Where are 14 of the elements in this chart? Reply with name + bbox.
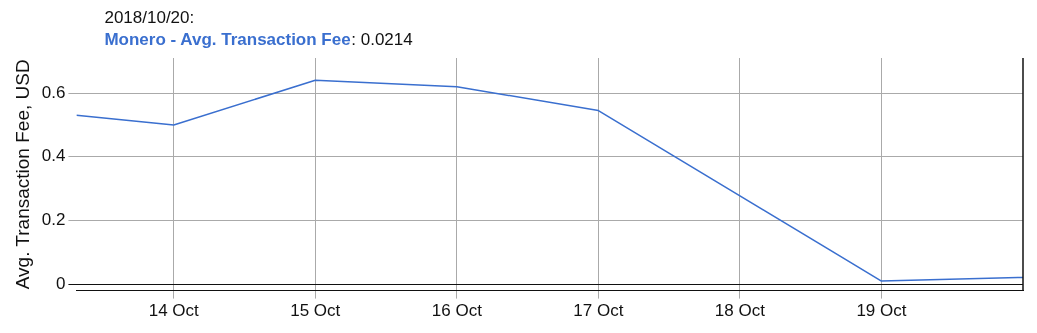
y-tick-label: 0.6 [41, 82, 66, 102]
y-axis-title: Avg. Transaction Fee, USD [11, 59, 33, 290]
x-tick-label: 19 Oct [856, 301, 907, 321]
x-tick-label: 15 Oct [290, 301, 341, 321]
x-tick-label: 18 Oct [714, 301, 766, 321]
x-tick-label: 14 Oct [148, 301, 200, 321]
x-tick-label: 17 Oct [573, 301, 624, 321]
x-tick-label: 16 Oct [431, 301, 483, 321]
y-tick-label: 0 [55, 273, 66, 293]
y-tick-label: 0.2 [41, 210, 66, 230]
series-label: Monero - Avg. Transaction Fee [104, 30, 351, 50]
text: : 0.0214 [351, 30, 413, 50]
text: 2018/10/20: [104, 8, 195, 28]
y-tick-label: 0.4 [41, 146, 66, 166]
